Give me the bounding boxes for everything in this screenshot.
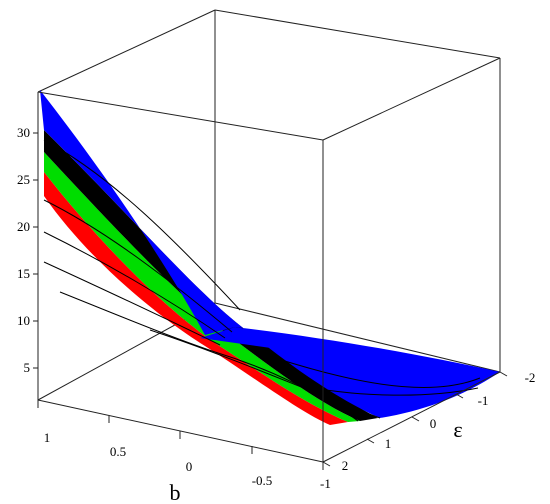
b-tick-label: -0.5 bbox=[252, 473, 273, 488]
z-tick-label: 15 bbox=[17, 266, 30, 281]
surface-mesh bbox=[43, 139, 481, 422]
z-tick-label: 30 bbox=[17, 125, 30, 140]
b-axis-label: b bbox=[170, 480, 181, 504]
z-axis: 5 10 15 20 25 30 bbox=[17, 125, 38, 375]
epsilon-tick-label: -2 bbox=[525, 370, 536, 385]
z-tick-label: 20 bbox=[17, 219, 30, 234]
b-tick-label: 0 bbox=[186, 459, 193, 474]
epsilon-tick-label: 1 bbox=[385, 436, 392, 451]
z-tick-label: 10 bbox=[17, 313, 30, 328]
epsilon-axis-label: ε bbox=[453, 417, 462, 442]
surface-blue-ledge bbox=[200, 327, 500, 376]
bounding-box-front bbox=[37, 57, 501, 463]
epsilon-axis: -2 -1 0 1 2 ε bbox=[322, 370, 536, 473]
epsilon-tick-label: 0 bbox=[430, 416, 437, 431]
b-tick-label: -1 bbox=[320, 476, 331, 491]
z-tick-label: 25 bbox=[17, 172, 30, 187]
epsilon-tick-label: -1 bbox=[478, 393, 489, 408]
epsilon-tick-label: 2 bbox=[342, 458, 349, 473]
b-tick-label: 1 bbox=[44, 430, 51, 445]
b-axis: 1 0.5 0 -0.5 -1 b bbox=[37, 400, 331, 504]
b-tick-label: 0.5 bbox=[110, 444, 126, 459]
z-tick-label: 5 bbox=[24, 360, 31, 375]
